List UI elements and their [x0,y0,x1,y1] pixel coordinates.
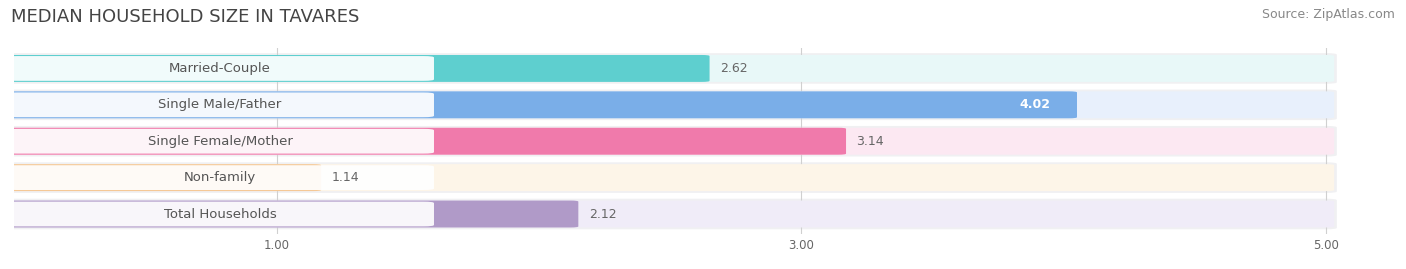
Text: Source: ZipAtlas.com: Source: ZipAtlas.com [1261,8,1395,21]
FancyBboxPatch shape [6,91,1077,118]
Text: Single Male/Father: Single Male/Father [159,98,281,111]
FancyBboxPatch shape [6,164,1334,191]
FancyBboxPatch shape [6,201,578,228]
FancyBboxPatch shape [6,128,1334,155]
FancyBboxPatch shape [4,199,1337,229]
FancyBboxPatch shape [4,126,1337,157]
FancyBboxPatch shape [4,162,1337,193]
FancyBboxPatch shape [6,129,434,154]
FancyBboxPatch shape [6,165,434,190]
FancyBboxPatch shape [6,55,1334,82]
FancyBboxPatch shape [4,53,1337,84]
FancyBboxPatch shape [6,55,710,82]
FancyBboxPatch shape [6,91,1334,118]
Text: 4.02: 4.02 [1019,98,1050,111]
FancyBboxPatch shape [6,56,434,81]
Text: Married-Couple: Married-Couple [169,62,271,75]
FancyBboxPatch shape [6,128,846,155]
FancyBboxPatch shape [6,202,434,226]
Text: 3.14: 3.14 [856,135,884,148]
FancyBboxPatch shape [6,164,321,191]
Text: Single Female/Mother: Single Female/Mother [148,135,292,148]
FancyBboxPatch shape [6,93,434,117]
Text: Non-family: Non-family [184,171,256,184]
Text: 1.14: 1.14 [332,171,360,184]
FancyBboxPatch shape [4,90,1337,120]
Text: MEDIAN HOUSEHOLD SIZE IN TAVARES: MEDIAN HOUSEHOLD SIZE IN TAVARES [11,8,360,26]
Text: 2.62: 2.62 [720,62,748,75]
Text: Total Households: Total Households [163,207,277,221]
FancyBboxPatch shape [6,201,1334,228]
Text: 2.12: 2.12 [589,207,616,221]
